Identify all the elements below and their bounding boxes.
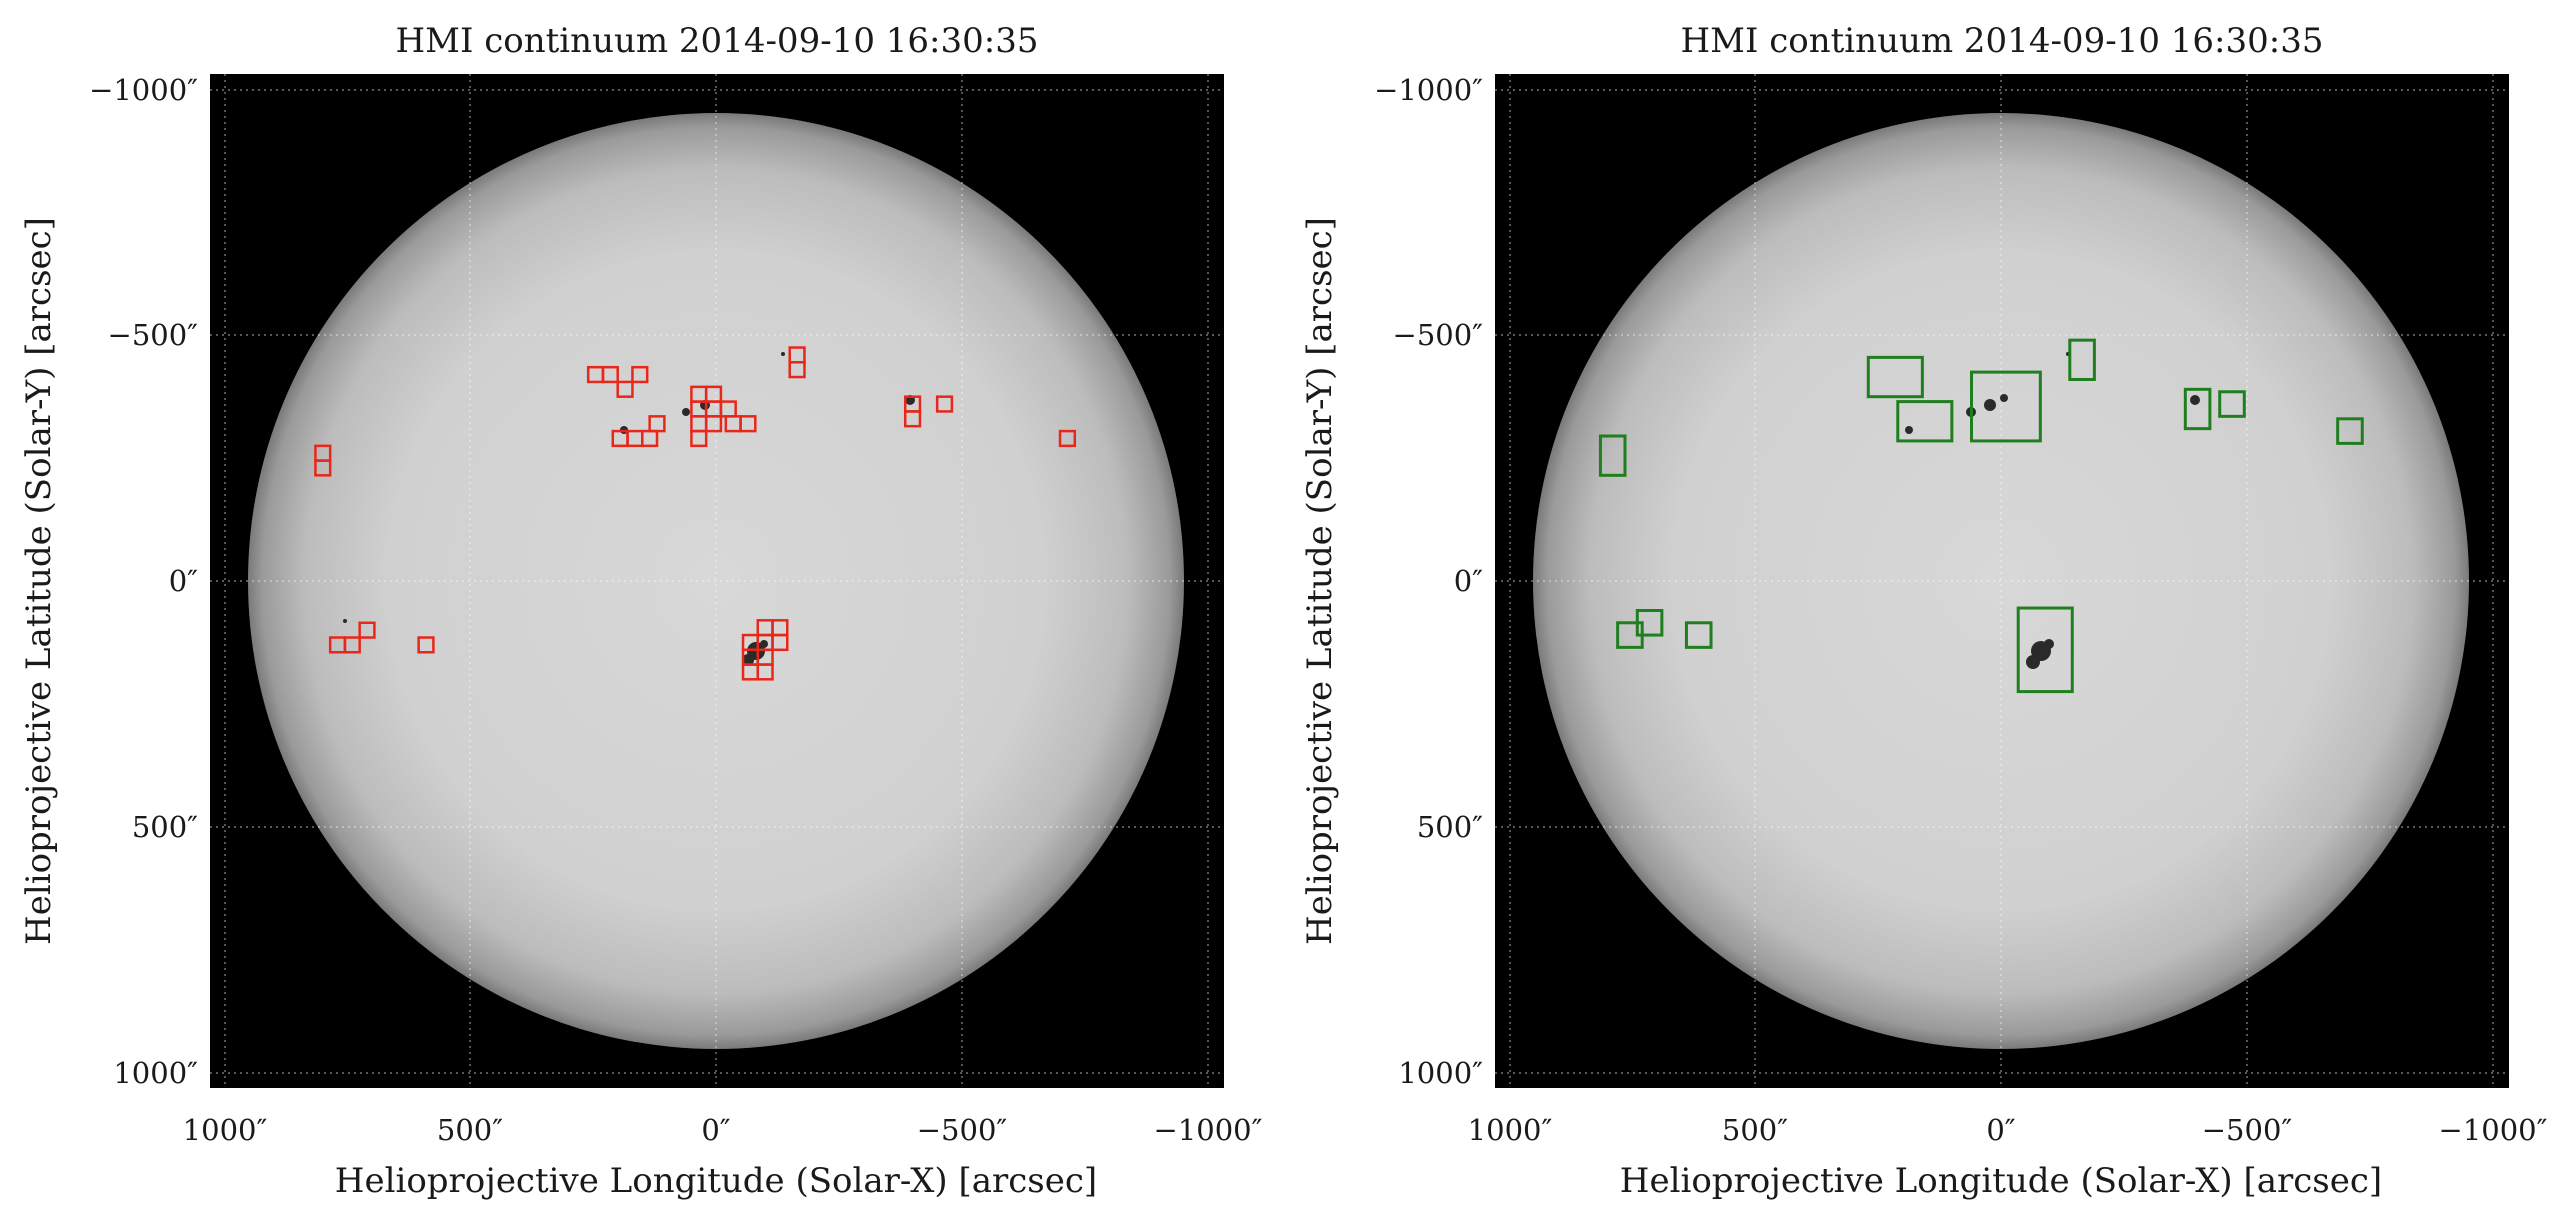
x-ticks: 1000″ 500″ 0″ −500″ −1000″ bbox=[1468, 1113, 2548, 1147]
detection-box bbox=[704, 415, 723, 433]
y-axis-label: Helioprojective Latitude (Solar-Y) [arcs… bbox=[1300, 217, 1340, 945]
detection-box bbox=[2183, 387, 2212, 431]
detection-box bbox=[1684, 621, 1713, 649]
detection-box bbox=[2336, 417, 2364, 445]
detection-box bbox=[1970, 370, 2042, 443]
y-ticks: −1000″ −500″ 0″ 500″ 1000″ bbox=[1374, 73, 1483, 1090]
x-tick-label: 500″ bbox=[1722, 1113, 1788, 1147]
x-ticks: 1000″ 500″ 0″ −500″ −1000″ bbox=[183, 1113, 1263, 1147]
y-tick-label: −1000″ bbox=[89, 73, 198, 107]
y-tick-label: 0″ bbox=[169, 564, 198, 598]
y-tick-label: 500″ bbox=[132, 810, 198, 844]
y-tick-label: 0″ bbox=[1454, 564, 1483, 598]
y-tick-label: 1000″ bbox=[113, 1056, 198, 1090]
x-tick-label: 500″ bbox=[437, 1113, 503, 1147]
grid-lines bbox=[1495, 74, 2509, 1088]
detection-box bbox=[741, 663, 760, 681]
detection-box bbox=[2016, 606, 2074, 694]
panel-title: HMI continuum 2014-09-10 16:30:35 bbox=[396, 21, 1039, 61]
x-axis-label: Helioprojective Longitude (Solar-X) [arc… bbox=[1620, 1161, 2382, 1201]
x-tick-label: −1000″ bbox=[2439, 1113, 2548, 1147]
x-tick-label: 1000″ bbox=[183, 1113, 268, 1147]
detection-box bbox=[417, 636, 435, 654]
detection-box bbox=[788, 361, 806, 379]
detection-box bbox=[771, 633, 789, 652]
detection-box bbox=[328, 636, 347, 654]
detection-box bbox=[903, 410, 922, 428]
y-axis-label: Helioprojective Latitude (Solar-Y) [arcs… bbox=[19, 217, 59, 945]
detection-boxes bbox=[314, 346, 1077, 681]
detection-box bbox=[2068, 338, 2096, 381]
left-panel: HMI continuum 2014-09-10 16:30:35 −1000″… bbox=[19, 21, 1263, 1201]
x-tick-label: −500″ bbox=[2202, 1113, 2293, 1147]
detection-box bbox=[1896, 400, 1954, 443]
detection-box bbox=[1598, 434, 1627, 477]
detection-box bbox=[631, 365, 649, 384]
detection-box bbox=[1058, 429, 1077, 448]
detection-box bbox=[314, 459, 332, 477]
sunspots bbox=[1905, 352, 2200, 669]
detection-boxes bbox=[1598, 338, 2364, 694]
detection-box bbox=[586, 365, 605, 384]
y-tick-label: −500″ bbox=[1393, 318, 1484, 352]
detection-box bbox=[739, 415, 757, 433]
y-tick-label: 500″ bbox=[1417, 810, 1483, 844]
x-tick-label: −500″ bbox=[917, 1113, 1008, 1147]
y-tick-label: −500″ bbox=[108, 318, 199, 352]
detection-box bbox=[1866, 355, 1924, 399]
detection-box bbox=[2218, 390, 2246, 418]
detection-box bbox=[648, 415, 666, 433]
y-ticks: −1000″ −500″ 0″ 500″ 1000″ bbox=[89, 73, 198, 1090]
x-tick-label: 0″ bbox=[701, 1113, 730, 1147]
right-panel: HMI continuum 2014-09-10 16:30:35 −1000″… bbox=[1300, 21, 2548, 1201]
x-tick-label: −1000″ bbox=[1154, 1113, 1263, 1147]
detection-box bbox=[1635, 608, 1664, 637]
x-axis-label: Helioprojective Longitude (Solar-X) [arc… bbox=[335, 1161, 1097, 1201]
panel-title: HMI continuum 2014-09-10 16:30:35 bbox=[1681, 21, 2324, 61]
detection-box bbox=[935, 395, 954, 413]
y-tick-label: −1000″ bbox=[1374, 73, 1483, 107]
detection-box bbox=[616, 380, 634, 398]
grid-lines bbox=[210, 74, 1224, 1088]
y-tick-label: 1000″ bbox=[1398, 1056, 1483, 1090]
detection-box bbox=[690, 429, 708, 448]
x-tick-label: 0″ bbox=[1986, 1113, 2015, 1147]
detection-box bbox=[358, 621, 376, 639]
x-tick-label: 1000″ bbox=[1468, 1113, 1553, 1147]
